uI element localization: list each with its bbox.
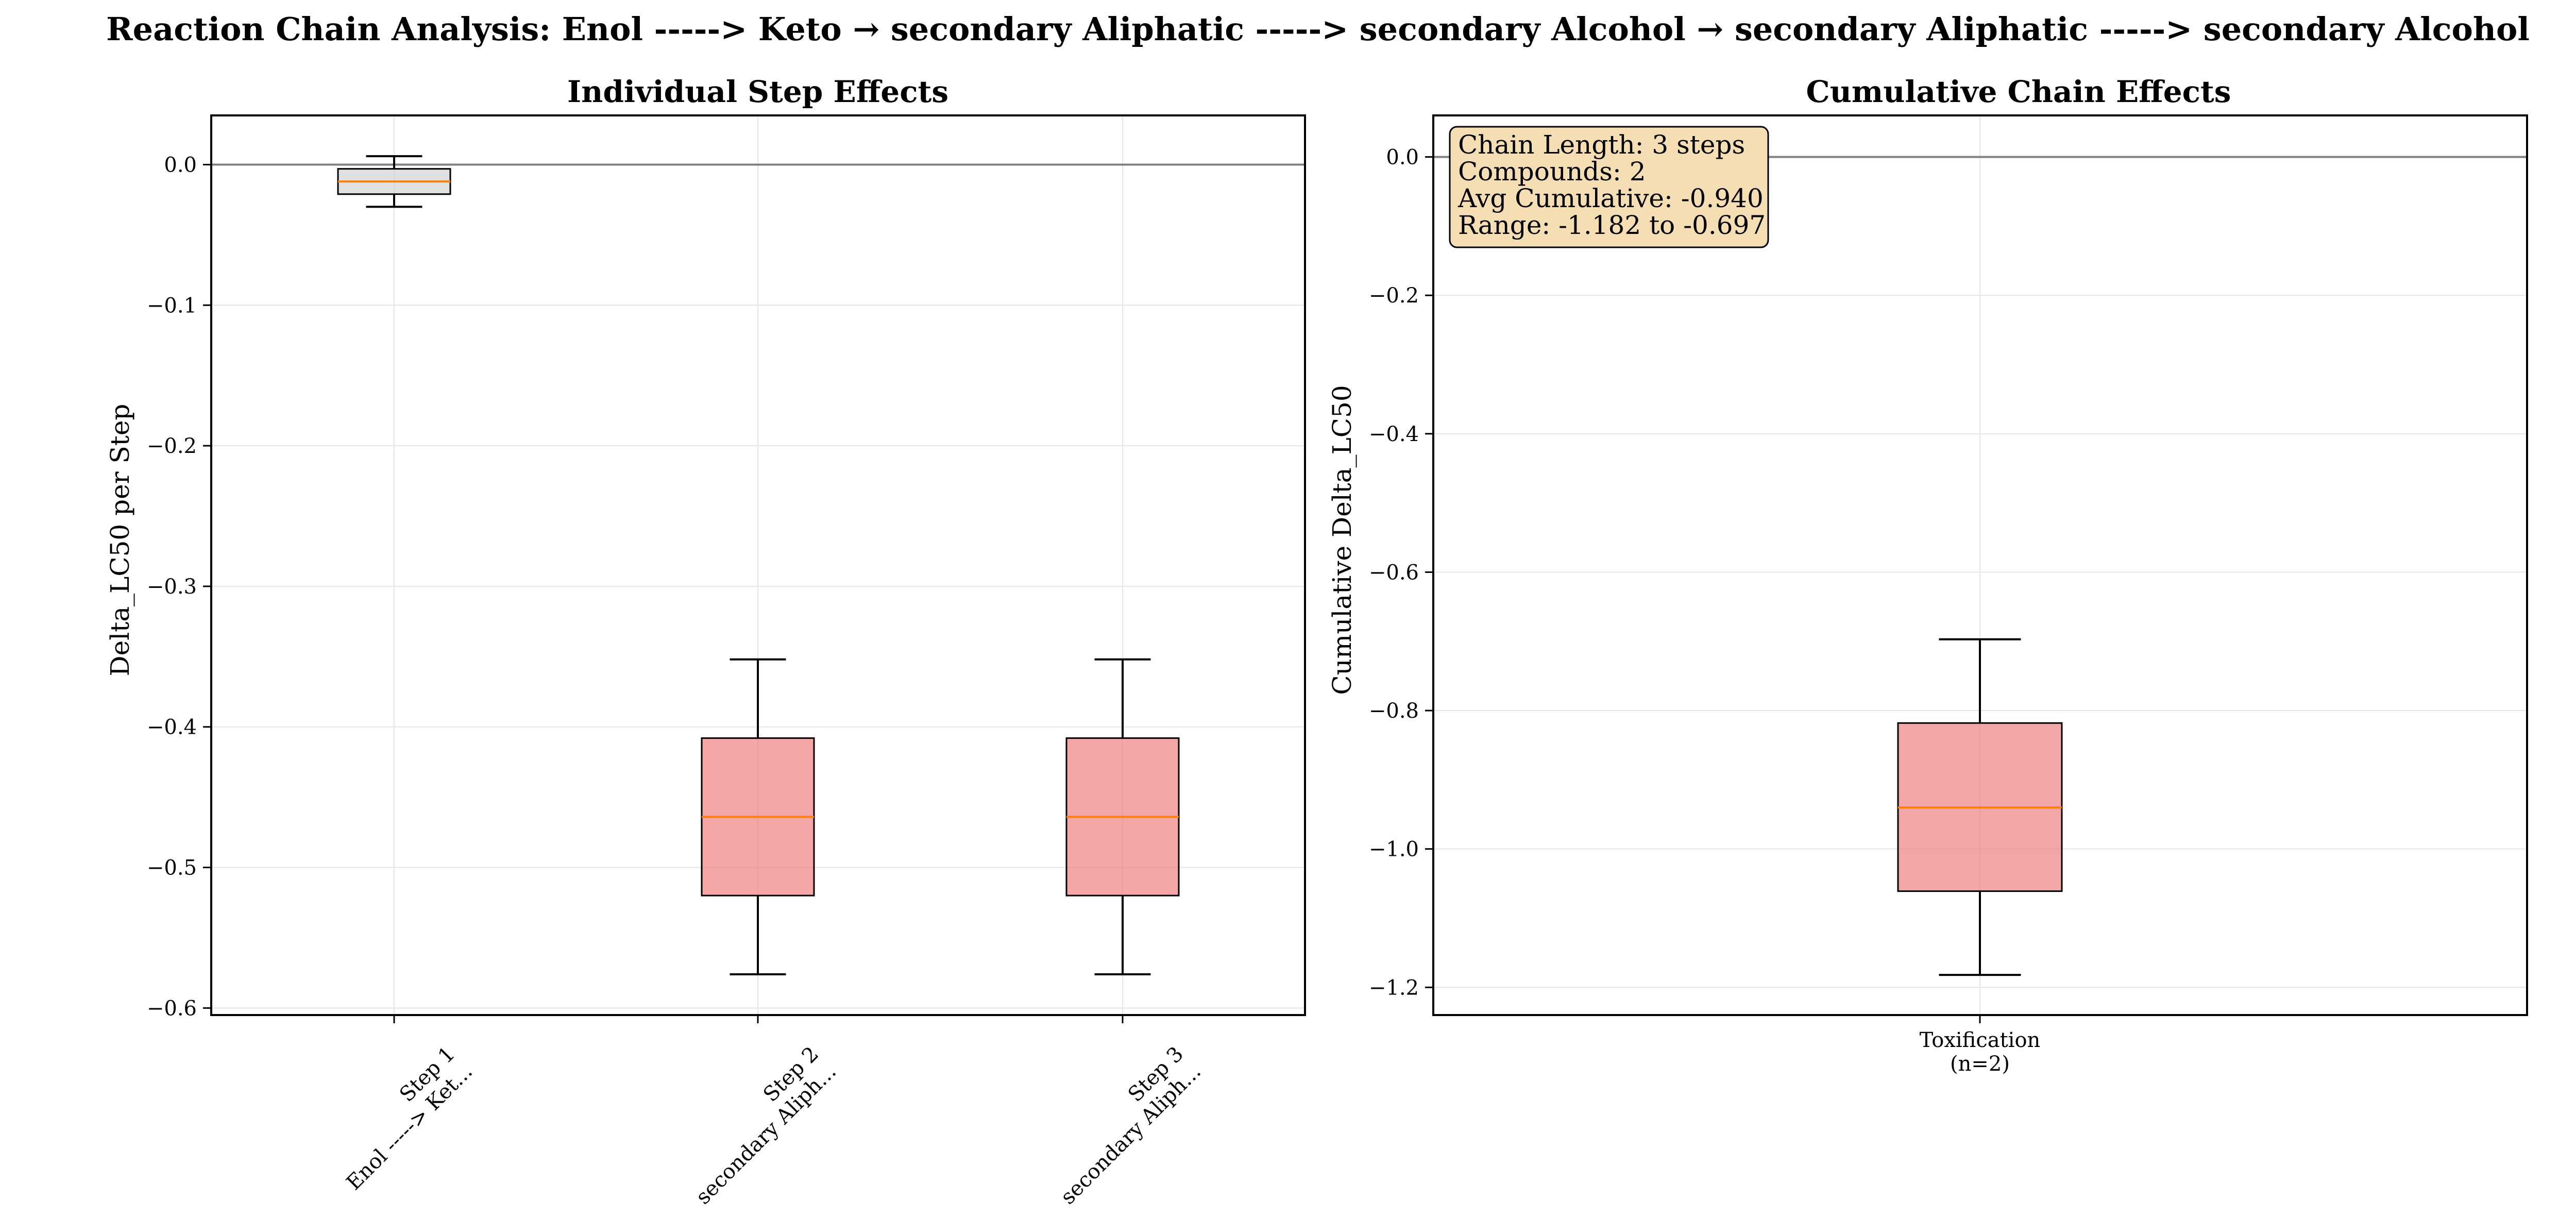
y-tick-label: −1.0 (1369, 838, 1419, 862)
y-axis-label: Cumulative Delta_LC50 (1327, 385, 1357, 695)
y-tick-label: −0.5 (147, 856, 197, 880)
figure-title: Reaction Chain Analysis: Enol -----> Ket… (106, 10, 2530, 48)
y-tick-label: −0.4 (147, 716, 197, 739)
panel-title: Cumulative Chain Effects (1806, 74, 2231, 109)
box-plot-step-3 (1065, 658, 1180, 975)
panel-title: Individual Step Effects (567, 74, 948, 109)
x-tick-label-line: Toxification (1920, 1028, 2041, 1052)
y-tick-label: −0.4 (1369, 423, 1419, 446)
annotation-line: Range: -1.182 to -0.697 (1458, 210, 1766, 240)
annotation-line: Compounds: 2 (1458, 157, 1646, 187)
y-tick-label: −0.2 (147, 434, 197, 458)
box-plot-step-1 (337, 155, 451, 208)
annotation-line: Chain Length: 3 steps (1458, 130, 1745, 160)
y-axis-label: Delta_LC50 per Step (105, 404, 135, 677)
y-tick-label: 0.0 (1386, 146, 1419, 170)
y-tick-label: −0.6 (147, 997, 197, 1020)
box-plot-step-1 (1897, 638, 2063, 976)
annotation-box (1449, 126, 1769, 248)
y-tick-label: 0.0 (164, 153, 197, 177)
y-tick-label: −0.6 (1369, 561, 1419, 584)
y-tick-label: −0.2 (1369, 284, 1419, 308)
cumulative-chain-effects-panel: Cumulative Chain Effects Cumulative Delt… (1327, 74, 2528, 1076)
x-tick-label: Toxification (n=2) (1920, 1028, 2041, 1076)
y-tick-label: −1.2 (1369, 976, 1419, 1000)
y-tick-label: −0.3 (147, 575, 197, 599)
y-tick-label: −0.1 (147, 294, 197, 317)
y-tick-label: −0.8 (1369, 699, 1419, 723)
box-plot-step-2 (701, 658, 815, 975)
annotation-line: Avg Cumulative: -0.940 (1458, 183, 1764, 213)
x-tick-label-line: (n=2) (1950, 1052, 2010, 1076)
